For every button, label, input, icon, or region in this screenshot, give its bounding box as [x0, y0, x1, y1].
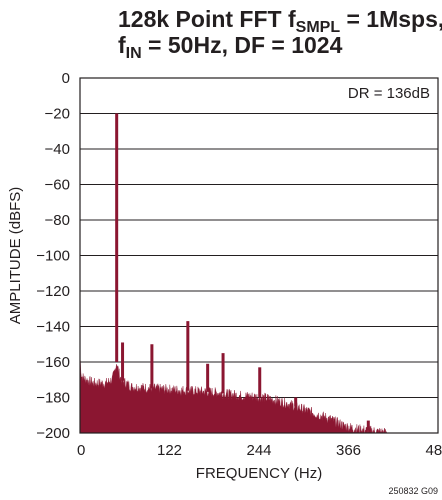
chart-title: 128k Point FFT fSMPL = 1Msps, fIN = 50Hz…	[118, 6, 442, 62]
noise-floor	[79, 356, 389, 434]
gridlines	[80, 113, 438, 398]
y-axis-label: AMPLITUDE (dBFS)	[7, 187, 24, 325]
y-tick-label: −60	[45, 177, 70, 194]
y-tick-label: −180	[36, 390, 70, 407]
y-tick-label: 0	[62, 70, 70, 87]
x-tick-label: 366	[336, 442, 361, 459]
ticks: 0 −20 −40 −60 −80 −100 −120 −140 −160 −180 −200 0 12…	[36, 70, 442, 459]
x-axis-label: FREQUENCY (Hz)	[196, 465, 322, 482]
y-tick-label: −80	[45, 212, 70, 229]
figure-id: 250832 G09	[388, 486, 438, 496]
y-tick-label: −100	[36, 248, 70, 265]
plot-frame	[79, 77, 439, 434]
x-tick-label: 244	[246, 442, 271, 459]
spectrum	[79, 113, 389, 434]
dynamic-range-annotation: DR = 136dB	[348, 85, 430, 102]
x-tick-label: 122	[157, 442, 182, 459]
y-tick-label: −40	[45, 141, 70, 158]
y-tick-label: −200	[36, 425, 70, 442]
x-tick-label: 0	[77, 442, 85, 459]
y-tick-label: −160	[36, 354, 70, 371]
y-tick-label: −140	[36, 319, 70, 336]
x-tick-label: 488	[425, 442, 442, 459]
y-tick-label: −120	[36, 283, 70, 300]
y-tick-label: −20	[45, 106, 70, 123]
